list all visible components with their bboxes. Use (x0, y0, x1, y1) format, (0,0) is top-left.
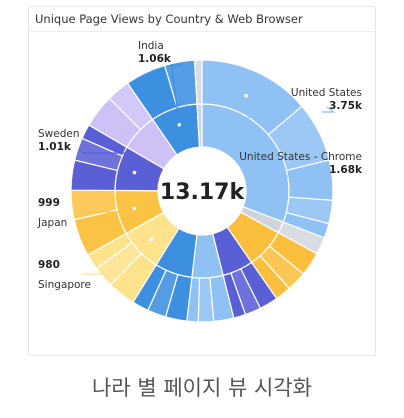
label-sweden: Sweden (38, 128, 80, 140)
label-japan: Japan (37, 217, 67, 229)
callout-dot-india (177, 122, 182, 127)
chart-title: Unique Page Views by Country & Web Brows… (35, 12, 303, 26)
callout-dot-japan (132, 206, 137, 211)
callout-line-singapore (82, 239, 152, 275)
value-label-japan: 999 (38, 197, 60, 209)
callout-line-japan (82, 207, 135, 213)
page-caption: 나라 별 페이지 뷰 시각화 (92, 376, 312, 400)
label-india: India (138, 40, 164, 52)
label-united-states-chrome: United States - Chrome (239, 151, 362, 163)
value-label-singapore: 980 (38, 259, 60, 271)
callout-line-united-states-chrome (245, 95, 322, 177)
value-label-united-states: 3.75k (329, 100, 363, 112)
browser-segment-country-11[interactable] (193, 59, 203, 105)
label-united-states: United States (291, 87, 362, 99)
callout-dot-united-states-chrome (244, 93, 248, 98)
label-singapore: Singapore (38, 279, 91, 291)
center-hole (159, 148, 245, 234)
value-label-sweden: 1.01k (38, 141, 72, 153)
callout-line-sweden (82, 152, 136, 173)
callout-line-united-states (322, 105, 336, 113)
callout-dot-singapore (149, 237, 154, 242)
callout-dot-sweden (132, 170, 137, 175)
value-label-united-states-chrome: 1.68k (329, 164, 363, 176)
title-divider (29, 31, 375, 32)
callout-line-india (170, 64, 182, 125)
callout-dot-united-states (323, 104, 328, 108)
total-label: 13.17k (160, 180, 246, 205)
value-label-india: 1.06k (138, 53, 172, 65)
